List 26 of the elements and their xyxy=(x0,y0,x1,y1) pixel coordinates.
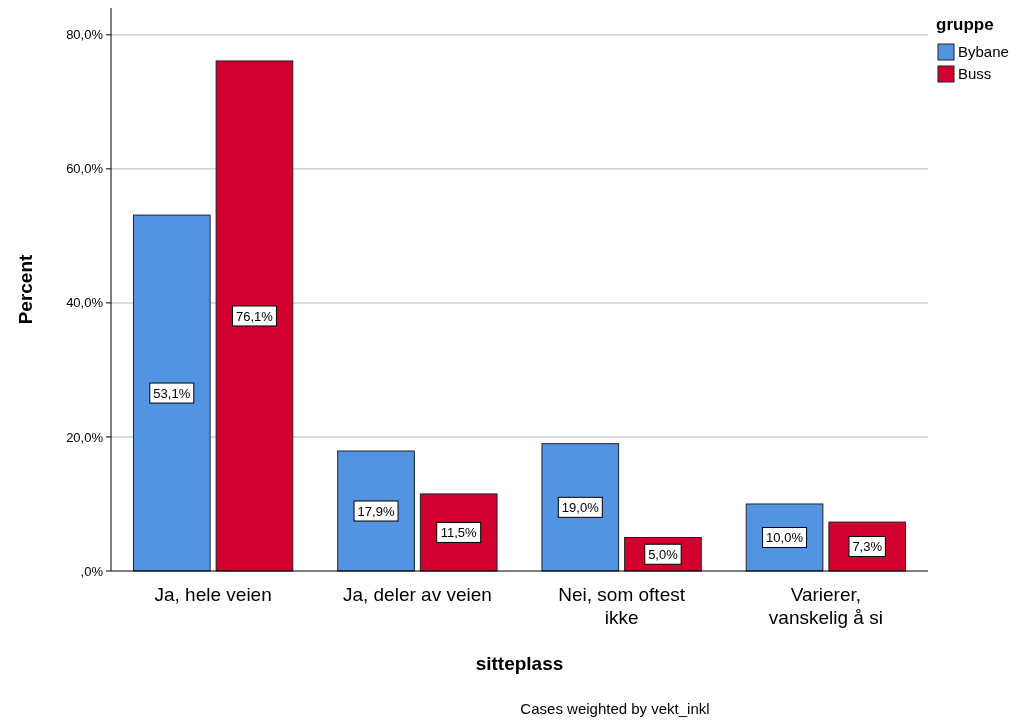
data-label: 7,3% xyxy=(852,539,883,555)
data-label: 19,0% xyxy=(561,499,600,515)
data-label: 17,9% xyxy=(357,503,395,519)
y-tick-label: 20,0% xyxy=(66,429,104,445)
legend-label: Bybane xyxy=(958,43,1009,61)
legend-label: Buss xyxy=(958,65,992,83)
x-tick-label: Ja, deler av veien xyxy=(342,584,492,605)
x-tick-label: Nei, som oftest ikke xyxy=(558,584,686,628)
text: Cases weighted by vekt_inkl xyxy=(520,700,710,717)
data-label: 53,1% xyxy=(153,385,191,401)
bar xyxy=(215,60,294,572)
y-tick-label: 60,0% xyxy=(66,161,104,177)
x-tick-label: Ja, hele veien xyxy=(154,584,272,605)
x-axis-title: sitteplass xyxy=(475,653,564,674)
legend-title: gruppe xyxy=(936,15,994,34)
x-tick-label: Varierer, vanskelig å si xyxy=(768,584,883,628)
data-label: 11,5% xyxy=(440,525,478,541)
bar xyxy=(132,214,211,572)
y-axis-title: Percent xyxy=(15,253,36,325)
bar xyxy=(541,443,620,572)
data-label: 10,0% xyxy=(766,530,804,546)
y-tick-label: ,0% xyxy=(80,563,104,579)
y-tick-label: 80,0% xyxy=(66,27,104,43)
data-label: 5,0% xyxy=(648,546,679,562)
y-tick-label: 40,0% xyxy=(66,295,104,311)
data-label: 76,1% xyxy=(236,308,274,324)
